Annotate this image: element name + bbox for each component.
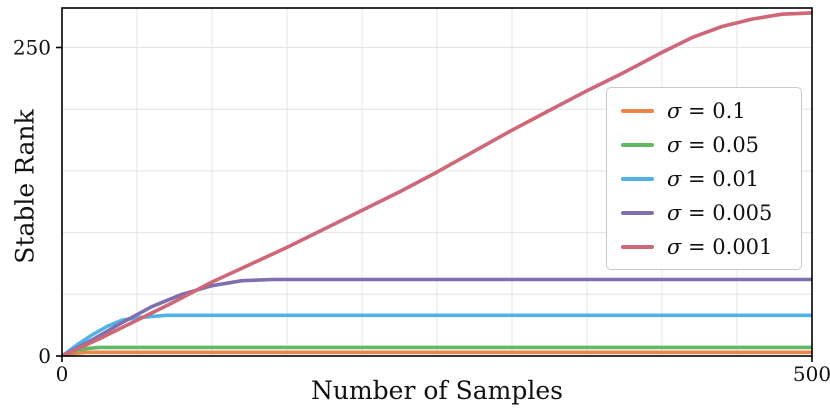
legend-swatch: [621, 176, 654, 181]
series-line-4: [62, 11, 812, 356]
legend-swatch: [621, 210, 654, 215]
legend-item: σ = 0.001: [621, 234, 787, 259]
legend-swatch: [621, 108, 654, 113]
x-tick-label: 0: [56, 362, 69, 386]
legend: σ = 0.1 σ = 0.05 σ = 0.01 σ = 0.005 σ = 0.00…: [606, 87, 802, 270]
legend-swatch: [621, 244, 654, 249]
legend-item: σ = 0.05: [621, 132, 787, 157]
legend-label: σ = 0.1: [667, 98, 746, 123]
legend-label: σ = 0.005: [667, 200, 773, 225]
axes-frame: [61, 7, 813, 357]
y-axis-label: Stable Rank: [10, 109, 40, 264]
x-axis-label: Number of Samples: [311, 376, 563, 405]
legend-swatch: [621, 142, 654, 147]
legend-item: σ = 0.005: [621, 200, 787, 225]
y-tick-label: 250: [13, 35, 51, 59]
series-line-3: [62, 277, 812, 356]
legend-label: σ = 0.01: [667, 166, 760, 191]
x-tick-label: 500: [793, 362, 830, 386]
legend-label: σ = 0.05: [667, 132, 760, 157]
series-group: [62, 11, 812, 356]
legend-item: σ = 0.01: [621, 166, 787, 191]
legend-item: σ = 0.1: [621, 98, 787, 123]
y-tick-label: 0: [38, 344, 51, 368]
legend-label: σ = 0.001: [667, 234, 773, 259]
series-line-2: [62, 313, 812, 356]
